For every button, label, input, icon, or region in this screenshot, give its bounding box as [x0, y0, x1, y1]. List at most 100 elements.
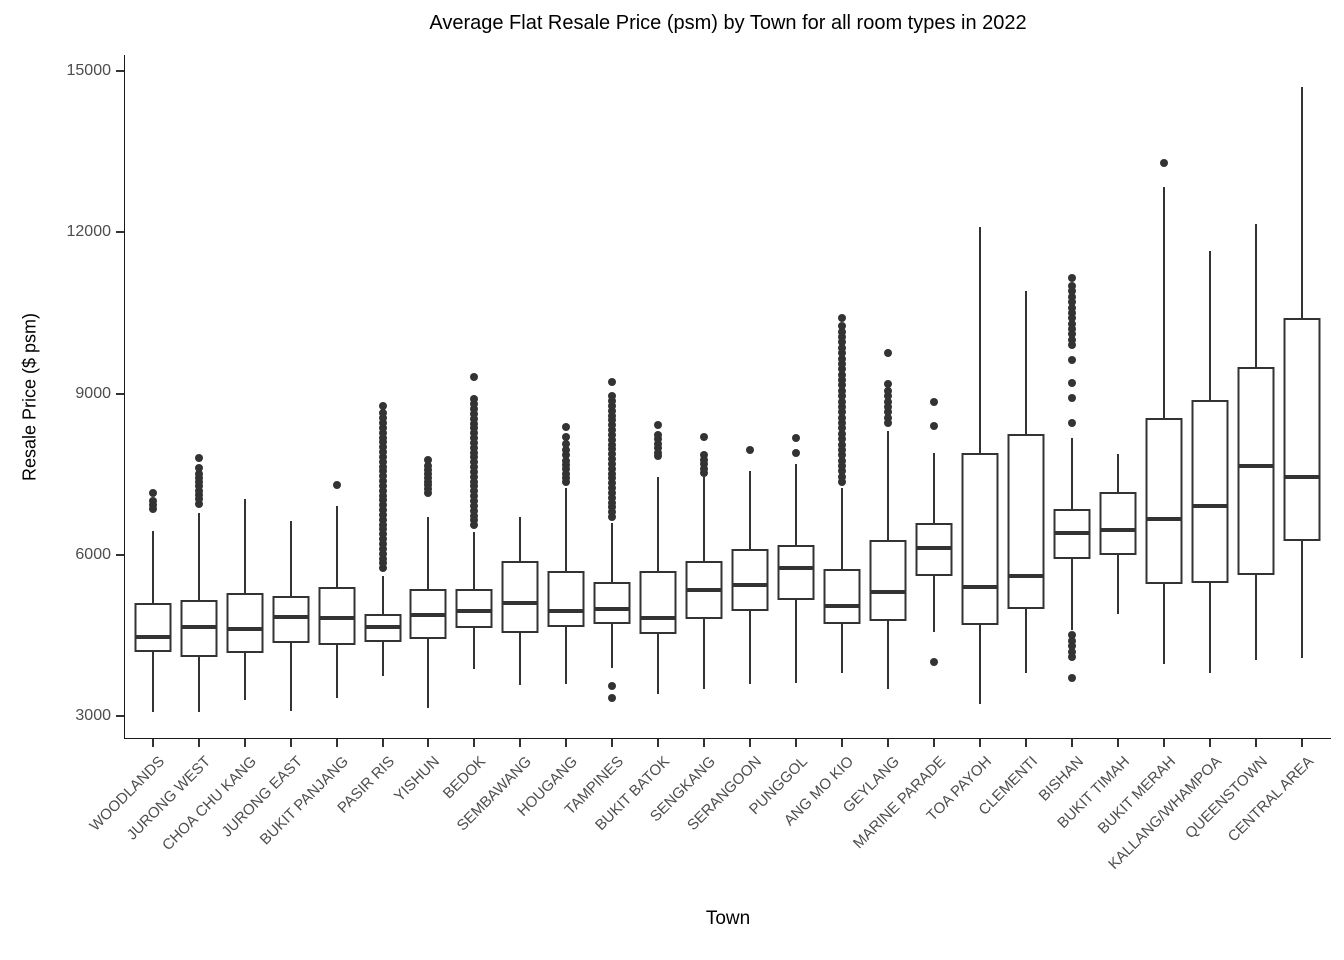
outlier-dot [470, 438, 479, 447]
chart-title: Average Flat Resale Price (psm) by Town … [429, 12, 1027, 34]
whisker-low [381, 641, 384, 676]
outlier-dot [378, 515, 387, 524]
outlier-dot [700, 432, 709, 441]
whisker-high [427, 517, 430, 590]
whisker-low [473, 628, 476, 669]
box-iqr [134, 603, 172, 652]
x-tick-mark [197, 739, 200, 747]
median-line [595, 607, 630, 612]
outlier-dot [332, 481, 341, 490]
outlier-dot [838, 365, 847, 374]
outlier-dot [700, 464, 709, 473]
outlier-dot [838, 392, 847, 401]
y-tick-mark [116, 392, 124, 395]
outlier-dot [470, 434, 479, 443]
outlier-dot [838, 456, 847, 465]
whisker-high [703, 476, 706, 561]
x-tick-mark [795, 739, 798, 747]
outlier-dot [792, 449, 801, 458]
outlier-dot [930, 397, 939, 406]
median-line [779, 566, 814, 571]
outlier-dot [608, 406, 617, 415]
outlier-dot [470, 429, 479, 438]
outlier-dot [838, 386, 847, 395]
y-tick-mark [116, 715, 124, 717]
outlier-dot [1067, 674, 1076, 683]
outlier-dot [838, 445, 847, 454]
outlier-dot [608, 488, 617, 497]
whisker-high [565, 487, 568, 572]
whisker-low [1024, 608, 1027, 673]
box-iqr [593, 582, 631, 625]
median-line [962, 585, 997, 589]
whisker-low [427, 638, 430, 708]
x-tick-mark [703, 739, 706, 747]
box-iqr [961, 452, 999, 625]
box-iqr [1283, 318, 1321, 542]
outlier-dot [470, 453, 479, 462]
outlier-dot [700, 451, 709, 460]
outlier-dot [838, 349, 847, 358]
outlier-dot [700, 456, 709, 465]
box-iqr [318, 587, 356, 645]
outlier-dot [470, 482, 479, 491]
outlier-dot [746, 445, 755, 454]
whisker-low [289, 643, 292, 711]
outlier-dot [562, 473, 571, 482]
outlier-dot [1067, 282, 1076, 290]
box-iqr [1237, 366, 1275, 575]
outlier-dot [378, 414, 387, 423]
whisker-high [289, 520, 292, 597]
outlier-dot [470, 409, 479, 418]
outlier-dot [562, 478, 571, 487]
outlier-dot [654, 435, 663, 444]
outlier-dot [378, 554, 387, 563]
outlier-dot [1067, 647, 1076, 656]
outlier-dot [654, 421, 663, 430]
outlier-dot [424, 461, 433, 470]
x-tick-mark [841, 739, 844, 747]
outlier-dot [608, 450, 617, 459]
box-iqr [1007, 433, 1045, 609]
whisker-high [1024, 291, 1027, 434]
box-iqr [1099, 491, 1137, 555]
outlier-dot [1067, 356, 1076, 365]
outlier-dot [470, 477, 479, 486]
outlier-dot [378, 530, 387, 539]
outlier-dot [378, 535, 387, 544]
outlier-dot [470, 521, 479, 530]
outlier-dot [608, 498, 617, 507]
outlier-dot [378, 428, 387, 437]
whisker-low [1070, 559, 1073, 630]
whisker-high [933, 452, 936, 523]
outlier-dot [378, 544, 387, 553]
outlier-dot [838, 402, 847, 411]
median-line [641, 615, 676, 620]
outlier-dot [1067, 642, 1076, 651]
outlier-dot [608, 503, 617, 512]
outlier-dot [1067, 292, 1076, 301]
outlier-dot [470, 463, 479, 472]
whisker-low [335, 644, 338, 699]
x-tick-mark [978, 739, 981, 747]
outlier-dot [1067, 303, 1076, 312]
whisker-high [335, 506, 338, 587]
outlier-dot [838, 333, 847, 342]
outlier-dot [562, 432, 571, 441]
whisker-low [978, 624, 981, 705]
median-line [1146, 516, 1181, 521]
outlier-dot [470, 501, 479, 510]
outlier-dot [148, 488, 157, 497]
outlier-dot [378, 423, 387, 432]
outlier-dot [1067, 335, 1076, 344]
outlier-dot [1067, 394, 1076, 403]
whisker-high [1208, 251, 1211, 401]
outlier-dot [1067, 379, 1076, 388]
box-iqr [501, 561, 539, 633]
median-line [871, 590, 906, 595]
outlier-dot [1067, 330, 1076, 339]
y-tick-label: 12000 [66, 223, 112, 241]
outlier-dot [148, 505, 157, 514]
outlier-dot [930, 658, 939, 667]
x-tick-mark [1070, 739, 1073, 747]
